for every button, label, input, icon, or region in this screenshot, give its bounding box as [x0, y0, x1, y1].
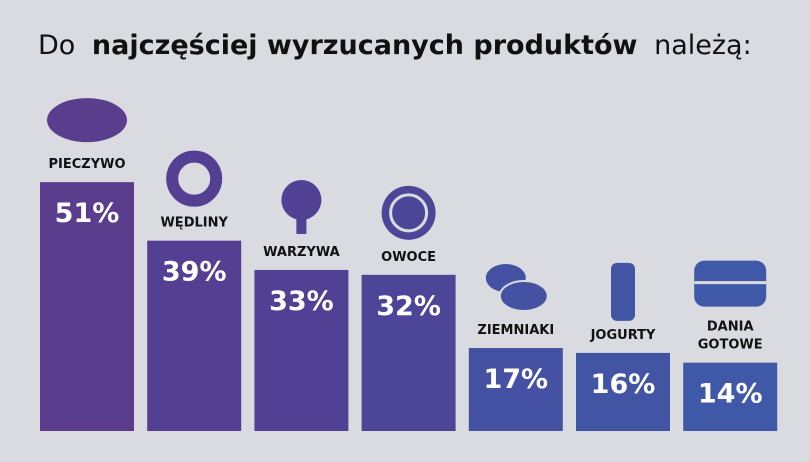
bar	[40, 182, 134, 431]
bar	[254, 269, 349, 431]
bar	[683, 362, 778, 431]
icon	[47, 98, 127, 143]
label-line: WARZYWA	[263, 245, 339, 260]
label-line: PIECZYWO	[48, 157, 125, 172]
icon	[694, 260, 767, 307]
value-label: 32%	[376, 291, 441, 322]
icon-shape	[296, 207, 307, 234]
bar	[147, 240, 242, 431]
bar	[468, 348, 563, 431]
category-label: ZIEMNIAKI	[477, 323, 554, 338]
icon	[281, 179, 322, 234]
title-part: najczęściej wyrzucanych produktów	[92, 30, 638, 61]
icon	[381, 185, 436, 240]
category-label: DANIA GOTOWE	[698, 320, 763, 353]
category-label: PIECZYWO	[48, 157, 125, 172]
bar	[361, 274, 456, 431]
title-part: należą:	[654, 30, 752, 61]
value-label: 51%	[55, 198, 120, 229]
value-label: 33%	[269, 286, 334, 317]
icon	[611, 262, 635, 321]
value-label: 39%	[162, 257, 227, 288]
label-line: WĘDLINY	[160, 216, 228, 231]
title-part: Do	[38, 30, 75, 61]
icon-shape	[47, 98, 127, 143]
icon-shape	[498, 280, 549, 313]
icon-shape	[166, 150, 223, 207]
label-line: OWOCE	[381, 250, 436, 265]
bar	[576, 352, 670, 431]
label-line: DANIA	[707, 320, 754, 335]
icon-shape	[281, 179, 322, 220]
icon	[166, 150, 223, 207]
icon-shape	[611, 262, 635, 321]
category-label: OWOCE	[381, 250, 436, 265]
value-label: 16%	[591, 369, 656, 400]
category-label: WARZYWA	[263, 245, 339, 260]
label-line: ZIEMNIAKI	[477, 323, 554, 338]
chart-title: Do najczęściej wyrzucanych produktów nal…	[38, 30, 752, 61]
icon	[485, 264, 549, 313]
category-label: WĘDLINY	[160, 216, 228, 231]
label-line: GOTOWE	[698, 338, 763, 353]
icon-shape	[389, 193, 429, 233]
label-line: JOGURTY	[590, 328, 656, 343]
category-label: JOGURTY	[590, 328, 656, 343]
value-label: 14%	[698, 379, 763, 410]
value-label: 17%	[483, 364, 548, 395]
